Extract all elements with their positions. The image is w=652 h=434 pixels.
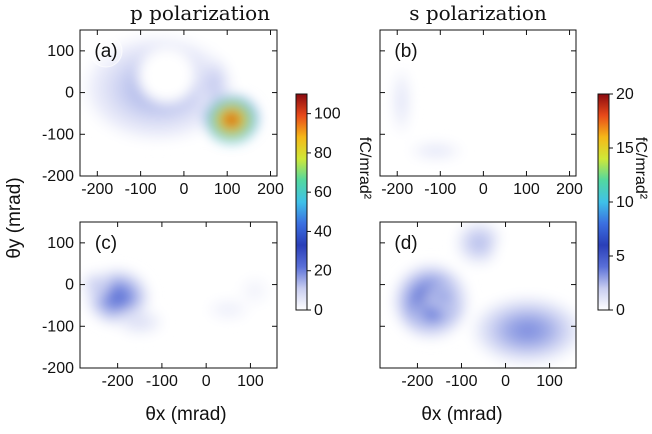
intensity-layer [80,30,262,147]
colorbar-tick-label: 5 [616,248,625,265]
y-tick-label: 0 [65,85,74,102]
plot-frame [79,221,278,369]
y-axis-label: θy (mrad) [4,177,25,258]
y-tick-label: -100 [42,126,74,143]
x-tick-label: 200 [556,181,583,198]
intensity-blob [203,297,253,323]
x-tick-label: 100 [513,181,540,198]
plot-area [380,30,576,176]
panel-tag-badge [89,226,123,260]
x-tick-label: -100 [445,373,477,390]
plot-area [80,30,277,176]
x-tick-label: -200 [81,181,113,198]
x-tick-label: 0 [202,373,211,390]
y-tick-label: 100 [47,43,74,60]
colorbar-p-label: fC/mrad² [356,137,373,200]
panel-a: (a) -200 -100 0 100 200 100 0 -100 -200 [42,29,284,198]
y-tick-label: -100 [42,318,74,335]
panel-tag: (a) [94,41,117,62]
beam-hole [138,48,195,103]
colorbar-tick-label: 20 [314,263,332,280]
plot-frame [379,29,577,177]
y-tick-label: 0 [65,277,74,294]
column-title-s: s polarization [409,1,547,25]
x-tick-label: 0 [479,181,488,198]
colorbar-tick-label: 40 [314,223,332,240]
intensity-blob [465,292,576,368]
colorbar-p: 0 20 40 60 80 100 [295,93,341,319]
plot-frame [379,221,577,369]
colorbar-s-label: fC/mrad² [632,137,649,200]
colorbar-tick-label: 100 [314,106,341,123]
beam-hole [181,257,222,295]
colorbar-gradient [597,93,610,311]
x-tick-label: -200 [102,373,134,390]
x-tick-label: -100 [146,373,178,390]
panel-d: (d) -200 -100 0 100 [379,221,577,390]
beam-hole [494,228,552,283]
x-tick-label: 100 [237,373,264,390]
panel-tag: (d) [394,233,417,254]
x-axis-label-left: θx (mrad) [145,404,226,425]
panel-tag-badge [389,226,423,260]
colorbar-tick-label: 80 [314,145,332,162]
colorbar-tick-label: 10 [616,194,634,211]
colorbar-s: 0 5 10 15 20 [597,86,634,319]
colorbar-tick-label: 15 [616,140,634,157]
intensity-blob [80,269,111,300]
intensity-blob [405,140,467,162]
panel-tag-badge [389,34,423,68]
intensity-layer [390,63,467,162]
x-tick-label: -100 [424,181,456,198]
panel-tag: (b) [394,41,417,62]
colorbar-gradient [295,93,308,311]
x-tick-label: 100 [214,181,241,198]
y-tick-label: 100 [47,235,74,252]
intensity-layer [80,257,273,337]
y-tick-label: -200 [42,168,74,185]
column-title-p: p polarization [130,1,270,25]
panel-c: (c) -200 -100 0 100 100 0 -100 -200 [42,221,278,390]
intensity-blob [237,274,273,308]
intensity-blob [113,307,167,337]
x-axis-label-right: θx (mrad) [421,404,502,425]
x-tick-label: 200 [257,181,284,198]
colorbar-tick-label: 0 [616,302,625,319]
colorbar-tick-label: 20 [616,86,634,103]
intensity-layer [388,222,576,368]
y-tick-label: -200 [42,360,74,377]
intensity-blob [452,222,506,268]
x-tick-label: 0 [179,181,188,198]
x-tick-label: -100 [125,181,157,198]
intensity-blob [390,63,413,139]
x-tick-label: -200 [401,373,433,390]
plot-area [80,222,277,368]
plot-area [380,222,576,368]
x-tick-label: -200 [381,181,413,198]
intensity-peak [204,95,259,144]
x-tick-label: 100 [536,373,563,390]
intensity-blob [424,282,464,312]
plot-frame [79,29,278,177]
x-tick-label: 0 [501,373,510,390]
colorbar-tick-label: 0 [314,302,323,319]
panel-tag: (c) [95,233,117,254]
colorbar-tick-label: 60 [314,184,332,201]
panel-b: (b) -200 -100 0 100 200 [379,29,583,198]
panel-tag-badge [89,34,123,68]
